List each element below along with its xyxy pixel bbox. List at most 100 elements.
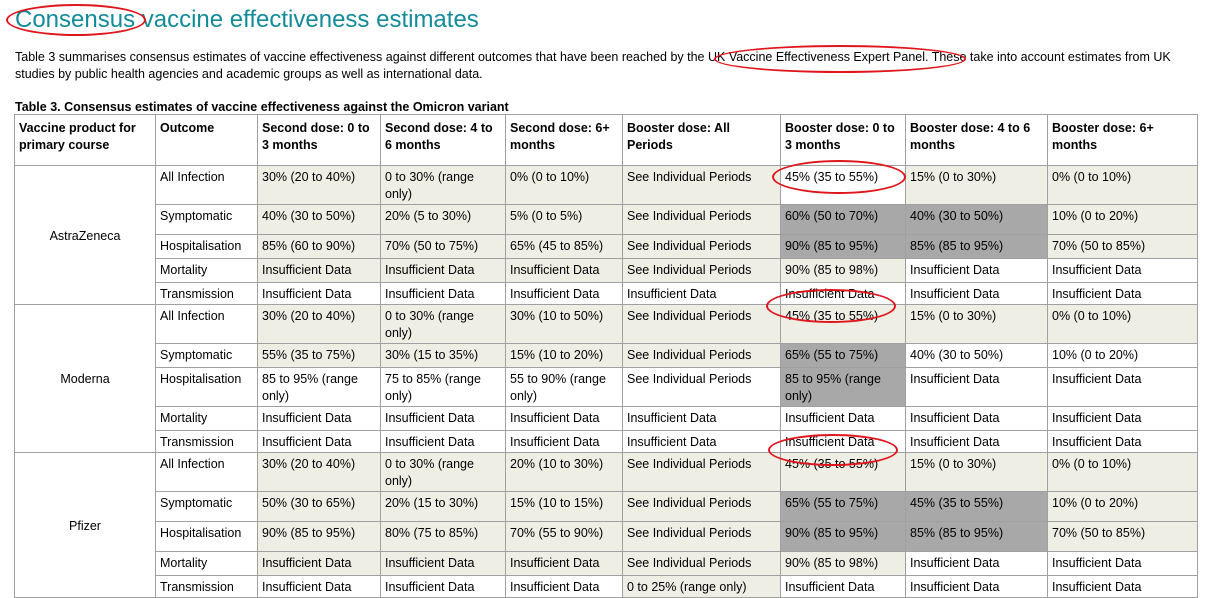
estimate-cell: Insufficient Data [622, 282, 781, 305]
estimate-cell: Insufficient Data [1047, 551, 1198, 576]
table-row: Hospitalisation 85% (60 to 90%) 70% (50 to… [15, 234, 1198, 259]
table-row: Symptomatic 40% (30 to 50%) 20% (5 to 30%)… [15, 204, 1198, 235]
estimate-cell: Insufficient Data [1047, 367, 1198, 407]
estimate-cell: 45% (35 to 55%) [780, 165, 906, 205]
table-row: Pfizer All Infection 30% (20 to 40%) 0 to 3… [14, 452, 1198, 598]
estimate-cell: 10% (0 to 20%) [1047, 491, 1198, 522]
outcome-cell: Symptomatic [155, 343, 258, 368]
estimate-cell: 55% (35 to 75%) [257, 343, 381, 368]
estimate-cell: Insufficient Data [905, 406, 1048, 431]
table-caption: Table 3. Consensus estimates of vaccine … [15, 100, 509, 114]
estimate-cell: 0 to 30% (range only) [380, 165, 506, 205]
outcome-cell: Mortality [155, 258, 258, 283]
estimate-cell: Insufficient Data [780, 430, 906, 453]
outcome-cell: Transmission [155, 575, 258, 598]
estimate-cell: 45% (35 to 55%) [780, 452, 906, 492]
outcome-cell: Mortality [155, 551, 258, 576]
estimate-cell: Insufficient Data [257, 551, 381, 576]
outcome-cell: All Infection [155, 304, 258, 344]
estimate-cell: Insufficient Data [1047, 430, 1198, 453]
outcome-cell: Symptomatic [155, 204, 258, 235]
header-cell: Second dose: 4 to 6 months [380, 114, 506, 166]
estimate-cell: Insufficient Data [905, 551, 1048, 576]
estimate-cell: 15% (10 to 15%) [505, 491, 623, 522]
header-cell: Booster dose: 0 to 3 months [780, 114, 906, 166]
estimate-cell: 30% (10 to 50%) [505, 304, 623, 344]
estimate-cell: Insufficient Data [505, 575, 623, 598]
estimate-cell: Insufficient Data [905, 282, 1048, 305]
estimate-cell: Insufficient Data [905, 430, 1048, 453]
estimate-cell: 45% (35 to 55%) [905, 491, 1048, 522]
estimate-cell: 15% (10 to 20%) [505, 343, 623, 368]
outcome-cell: Hospitalisation [155, 521, 258, 552]
table-row: Transmission Insufficient Data Insufficien… [15, 282, 1198, 305]
estimate-cell: Insufficient Data [257, 258, 381, 283]
header-cell: Booster dose: All Periods [622, 114, 781, 166]
outcome-cell: Hospitalisation [155, 234, 258, 259]
header-cell: Second dose: 6+ months [505, 114, 623, 166]
estimate-cell: Insufficient Data [257, 282, 381, 305]
estimate-cell: 85 to 95% (range only) [257, 367, 381, 407]
estimate-cell: Insufficient Data [780, 575, 906, 598]
estimate-cell: 15% (0 to 30%) [905, 304, 1048, 344]
estimate-cell: Insufficient Data [257, 430, 381, 453]
header-cell: Outcome [155, 114, 258, 166]
estimate-cell: See Individual Periods [622, 367, 781, 407]
table-row: Mortality Insufficient Data Insufficient D… [15, 258, 1198, 283]
table-row: Hospitalisation 85 to 95% (range only) 75 … [15, 367, 1198, 407]
estimate-cell: 70% (55 to 90%) [505, 521, 623, 552]
estimate-cell: Insufficient Data [1047, 258, 1198, 283]
header-cell: Booster dose: 4 to 6 months [905, 114, 1048, 166]
vaccine-product-cell: Pfizer [14, 452, 156, 598]
intro-paragraph: Table 3 summarises consensus estimates o… [15, 50, 1171, 81]
estimate-cell: Insufficient Data [780, 406, 906, 431]
estimate-cell: 65% (45 to 85%) [505, 234, 623, 259]
estimate-cell: Insufficient Data [622, 406, 781, 431]
table-row: Moderna All Infection 30% (20 to 40%) 0 to … [14, 304, 1198, 453]
outcome-cell: Mortality [155, 406, 258, 431]
estimate-cell: 65% (55 to 75%) [780, 491, 906, 522]
outcome-cell: Transmission [155, 430, 258, 453]
estimate-cell: 90% (85 to 95%) [257, 521, 381, 552]
table-row: Mortality Insufficient Data Insufficient D… [15, 551, 1198, 576]
estimate-cell: 10% (0 to 20%) [1047, 204, 1198, 235]
estimate-cell: 5% (0 to 5%) [505, 204, 623, 235]
estimate-cell: Insufficient Data [380, 551, 506, 576]
estimate-cell: 0 to 25% (range only) [622, 575, 781, 598]
table-row: Mortality Insufficient Data Insufficient D… [15, 406, 1198, 431]
estimate-cell: 85% (60 to 90%) [257, 234, 381, 259]
estimate-cell: 85 to 95% (range only) [780, 367, 906, 407]
estimate-cell: 90% (85 to 95%) [780, 234, 906, 259]
table-row: AstraZeneca All Infection 30% (20 to 40%) 0… [14, 165, 1198, 305]
estimate-cell: 75 to 85% (range only) [380, 367, 506, 407]
estimate-cell: Insufficient Data [780, 282, 906, 305]
estimate-cell: 90% (85 to 95%) [780, 521, 906, 552]
estimate-cell: 30% (20 to 40%) [257, 165, 381, 205]
header-cell: Second dose: 0 to 3 months [257, 114, 381, 166]
estimate-cell: 80% (75 to 85%) [380, 521, 506, 552]
estimate-cell: 70% (50 to 85%) [1047, 234, 1198, 259]
estimate-cell: Insufficient Data [1047, 406, 1198, 431]
estimate-cell: 60% (50 to 70%) [780, 204, 906, 235]
estimate-cell: Insufficient Data [380, 430, 506, 453]
estimate-cell: Insufficient Data [505, 430, 623, 453]
estimate-cell: Insufficient Data [1047, 575, 1198, 598]
outcome-cell: Symptomatic [155, 491, 258, 522]
outcome-cell: Hospitalisation [155, 367, 258, 407]
estimate-cell: 20% (15 to 30%) [380, 491, 506, 522]
estimate-cell: 90% (85 to 98%) [780, 258, 906, 283]
estimate-cell: See Individual Periods [622, 304, 781, 344]
estimate-cell: See Individual Periods [622, 521, 781, 552]
estimate-cell: 20% (10 to 30%) [505, 452, 623, 492]
outcome-cell: Transmission [155, 282, 258, 305]
estimate-cell: Insufficient Data [505, 282, 623, 305]
estimate-cell: Insufficient Data [622, 430, 781, 453]
ve-table: Vaccine product for primary course Outco… [14, 114, 1198, 598]
estimate-cell: 0% (0 to 10%) [1047, 452, 1198, 492]
estimate-cell: See Individual Periods [622, 491, 781, 522]
estimate-cell: Insufficient Data [905, 575, 1048, 598]
estimate-cell: 65% (55 to 75%) [780, 343, 906, 368]
vaccine-product-cell: AstraZeneca [14, 165, 156, 305]
estimate-cell: 85% (85 to 95%) [905, 521, 1048, 552]
estimate-cell: 70% (50 to 75%) [380, 234, 506, 259]
